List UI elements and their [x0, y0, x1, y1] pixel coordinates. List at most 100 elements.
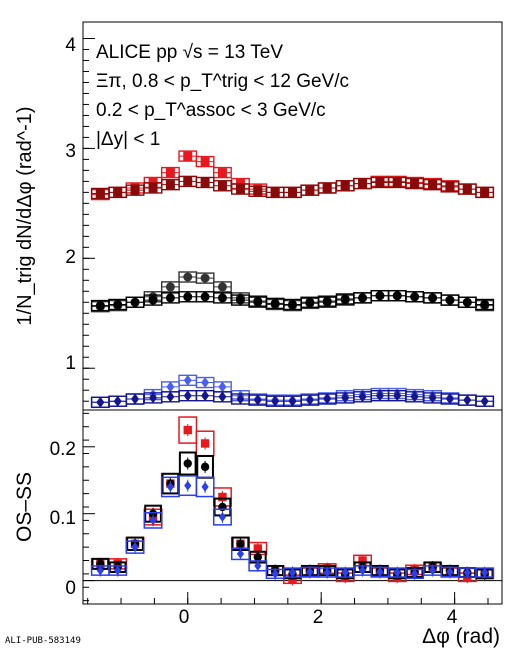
- data-point-square: [305, 185, 315, 195]
- data-point-diamond: [323, 393, 332, 405]
- data-point-diamond: [393, 567, 401, 578]
- data-point-square: [183, 425, 192, 435]
- xtick-label-0: 0: [179, 607, 190, 628]
- data-point-square: [165, 180, 175, 190]
- data-point-diamond: [446, 567, 454, 577]
- annotation-trigger-range: Ξπ, 0.8 < p_T^trig < 12 GeV/c: [96, 71, 349, 92]
- data-point-circle: [183, 272, 193, 282]
- data-point-diamond: [358, 391, 367, 403]
- annotation-assoc-range: 0.2 < p_T^assoc < 3 GeV/c: [96, 100, 326, 121]
- data-point-diamond: [358, 565, 367, 576]
- data-point-diamond: [131, 393, 140, 405]
- data-point-diamond: [428, 392, 437, 404]
- data-point-square: [428, 180, 438, 190]
- data-point-square: [200, 177, 210, 187]
- data-point-diamond: [429, 565, 437, 576]
- data-point-square: [253, 544, 263, 553]
- data-point-diamond: [254, 561, 262, 571]
- top-panel-data: [90, 150, 495, 409]
- data-point-circle: [322, 296, 332, 306]
- top-ytick-label-4: 4: [65, 35, 76, 56]
- data-point-diamond: [305, 394, 314, 406]
- data-point-diamond: [236, 548, 245, 559]
- data-point-circle: [113, 299, 123, 309]
- data-point-square: [340, 181, 350, 191]
- data-point-square: [480, 187, 490, 197]
- data-point-circle: [305, 297, 315, 307]
- data-point-diamond: [183, 390, 192, 402]
- data-point-square: [200, 157, 210, 167]
- data-point-diamond: [149, 392, 158, 404]
- data-point-circle: [183, 292, 193, 302]
- data-point-circle: [392, 291, 402, 301]
- data-point-square: [113, 187, 123, 197]
- x-axis-title: Δφ (rad): [422, 625, 500, 648]
- data-point-diamond: [393, 390, 402, 402]
- data-point-circle: [445, 295, 455, 305]
- data-point-diamond: [271, 395, 280, 407]
- data-point-diamond: [96, 396, 105, 408]
- annotation-rapidity: |Δy| < 1: [96, 129, 160, 150]
- data-point-diamond: [114, 565, 122, 576]
- data-point-circle: [462, 297, 472, 307]
- annotation-experiment: ALICE pp √s = 13 TeV: [96, 42, 283, 63]
- data-point-square: [217, 168, 227, 178]
- data-point-circle: [165, 282, 175, 292]
- systematic-box: [161, 472, 180, 495]
- systematic-box: [125, 540, 145, 554]
- data-point-square: [200, 439, 210, 448]
- data-point-square: [235, 184, 245, 194]
- data-point-diamond: [410, 391, 419, 403]
- data-point-diamond: [96, 565, 104, 576]
- data-point-diamond: [166, 482, 175, 492]
- data-point-circle: [217, 293, 227, 303]
- data-point-circle: [200, 462, 210, 472]
- data-point-square: [148, 183, 158, 193]
- data-point-circle: [358, 293, 368, 303]
- data-point-diamond: [131, 542, 139, 552]
- data-point-circle: [375, 291, 385, 301]
- data-point-square: [217, 181, 227, 191]
- data-point-diamond: [201, 390, 210, 402]
- data-point-circle: [200, 273, 210, 283]
- data-point-diamond: [410, 569, 419, 579]
- data-point-circle: [200, 292, 210, 302]
- data-point-circle: [288, 299, 297, 309]
- data-point-circle: [130, 297, 140, 307]
- data-point-diamond: [288, 567, 297, 578]
- publication-id: ALI-PUB-583149: [5, 636, 81, 646]
- data-point-square: [462, 184, 472, 194]
- data-point-square: [410, 179, 420, 189]
- data-point-square: [358, 556, 367, 565]
- data-point-diamond: [149, 515, 157, 526]
- data-point-square: [165, 168, 175, 178]
- data-point-circle: [235, 295, 245, 305]
- data-point-diamond: [481, 567, 489, 578]
- data-point-diamond: [184, 480, 192, 491]
- data-point-diamond: [341, 567, 349, 578]
- top-ytick-label-3: 3: [65, 141, 76, 162]
- data-point-diamond: [166, 391, 175, 403]
- data-point-circle: [217, 282, 227, 292]
- bottom-y-axis-title: OS–SS: [13, 472, 36, 542]
- data-point-circle: [148, 295, 158, 305]
- data-point-square: [218, 492, 227, 502]
- data-point-square: [358, 179, 368, 189]
- data-point-diamond: [463, 394, 472, 406]
- data-point-diamond: [201, 482, 209, 492]
- data-point-diamond: [201, 377, 210, 388]
- data-point-circle: [165, 293, 175, 303]
- data-point-diamond: [236, 393, 245, 405]
- data-point-diamond: [463, 567, 471, 578]
- data-point-square: [270, 187, 280, 197]
- bottom-ytick-label-0: 0: [65, 578, 76, 599]
- data-point-square: [322, 183, 332, 193]
- data-point-square: [183, 151, 193, 161]
- data-point-diamond: [375, 390, 384, 402]
- data-point-circle: [95, 301, 105, 311]
- data-point-circle: [236, 539, 245, 548]
- data-point-diamond: [288, 395, 297, 407]
- data-point-diamond: [376, 567, 384, 577]
- data-point-diamond: [323, 567, 331, 578]
